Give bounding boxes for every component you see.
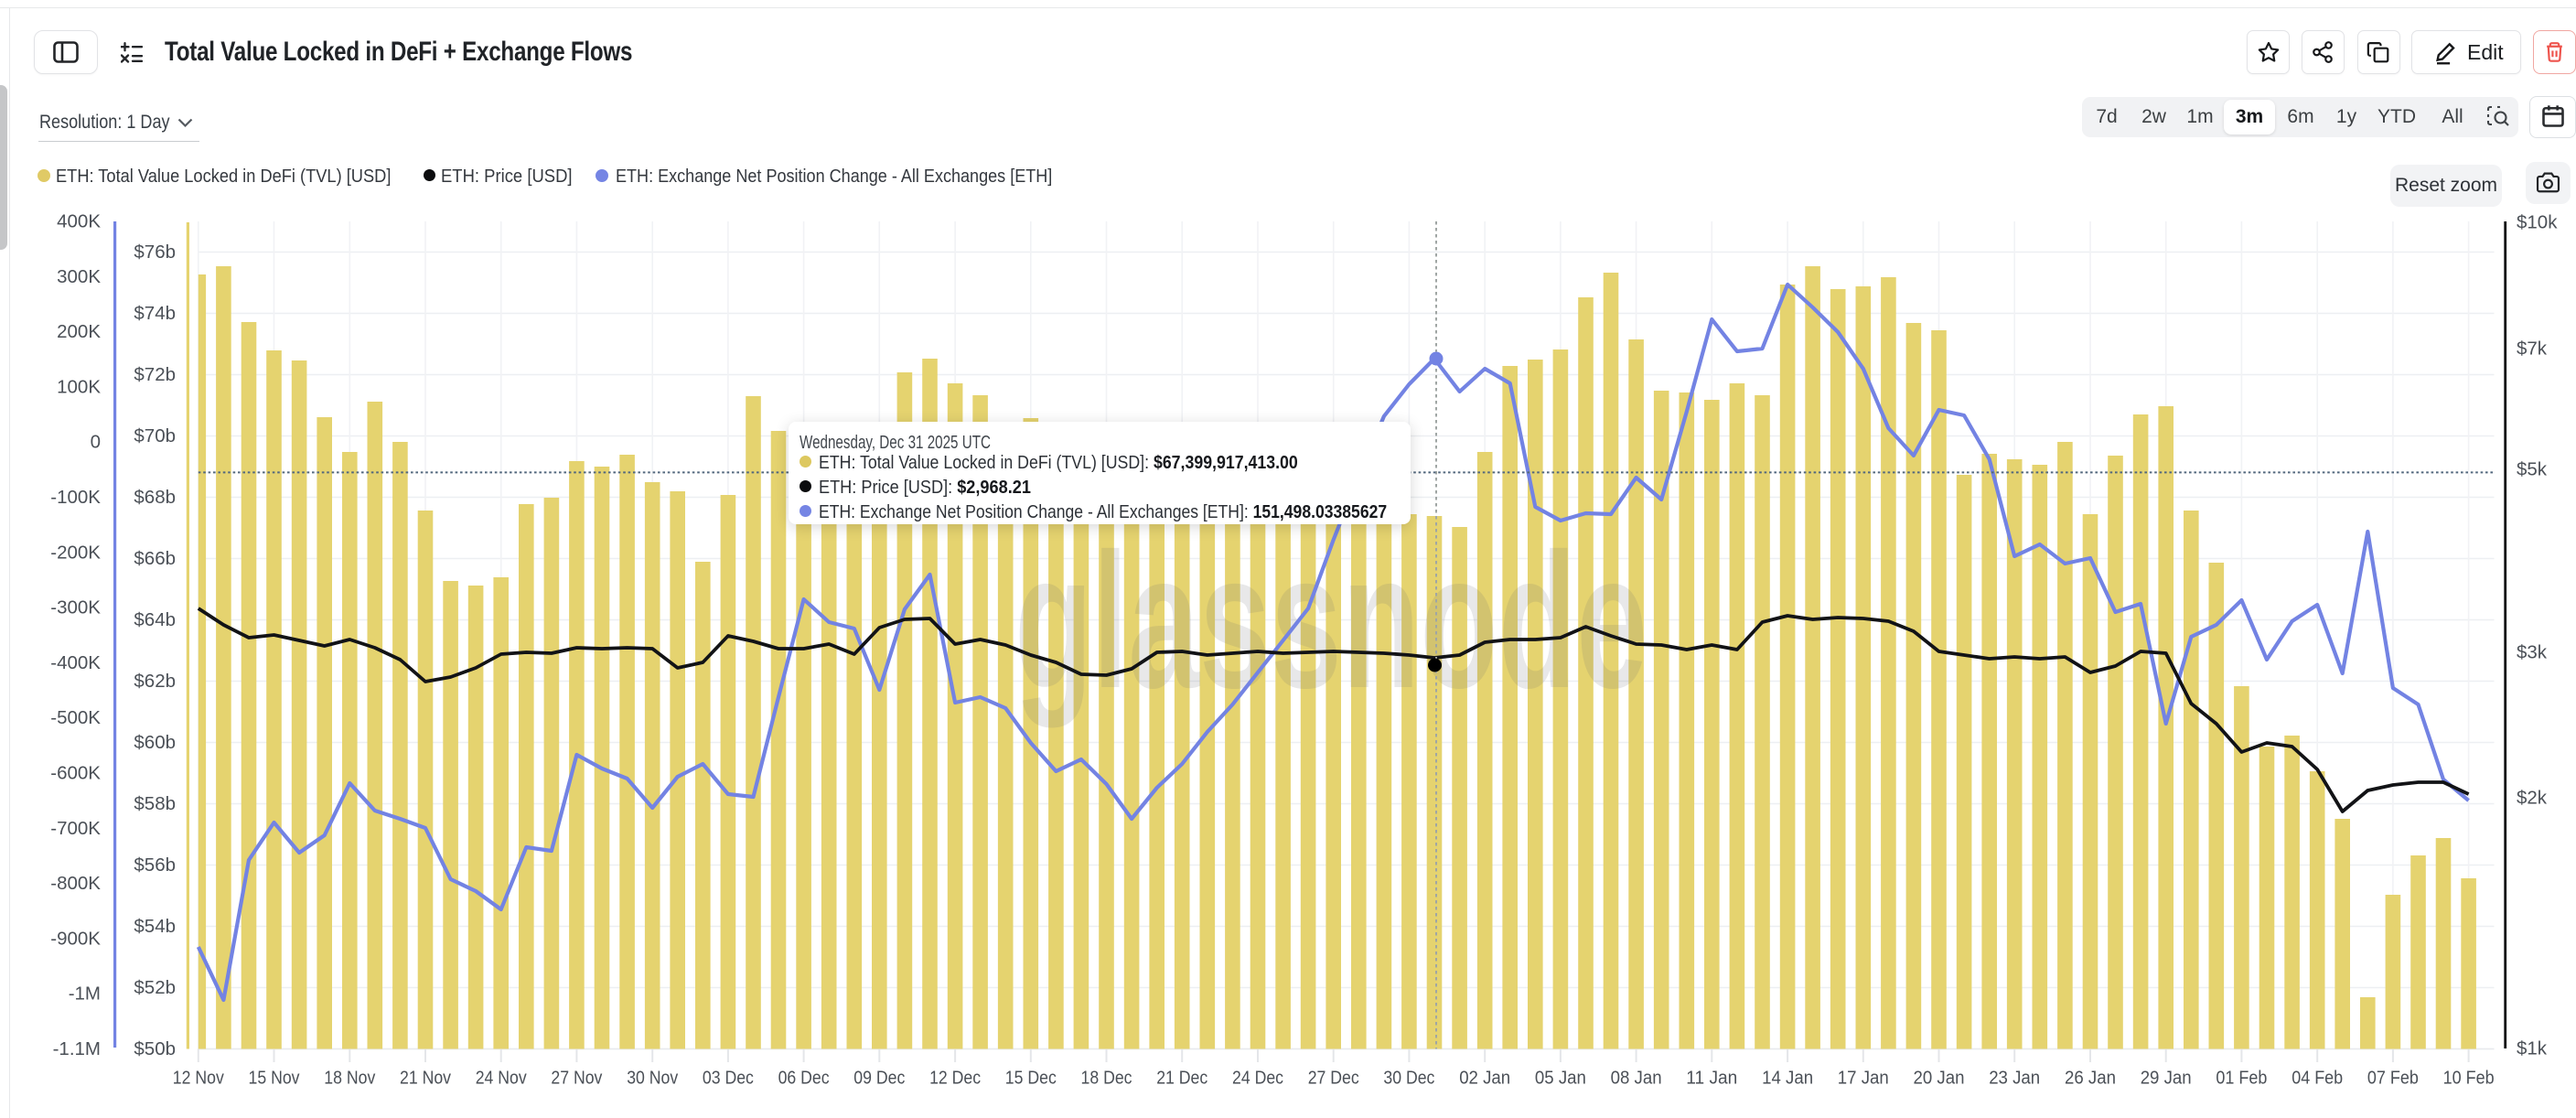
svg-text:17 Jan: 17 Jan	[1838, 1068, 1889, 1089]
svg-text:-800K: -800K	[50, 873, 101, 894]
svg-text:15 Dec: 15 Dec	[1005, 1068, 1057, 1089]
svg-text:$66b: $66b	[134, 548, 176, 569]
svg-text:$68b: $68b	[134, 487, 176, 508]
svg-text:10 Feb: 10 Feb	[2443, 1068, 2495, 1089]
svg-text:-700K: -700K	[50, 818, 101, 839]
svg-text:12 Dec: 12 Dec	[929, 1068, 981, 1089]
svg-text:30 Dec: 30 Dec	[1383, 1068, 1434, 1089]
svg-text:$52b: $52b	[134, 977, 176, 998]
svg-text:$64b: $64b	[134, 609, 176, 630]
svg-text:24 Nov: 24 Nov	[476, 1068, 528, 1089]
svg-text:-900K: -900K	[50, 928, 101, 949]
svg-text:03 Dec: 03 Dec	[703, 1068, 754, 1089]
svg-text:29 Jan: 29 Jan	[2141, 1068, 2192, 1089]
svg-text:06 Dec: 06 Dec	[778, 1068, 830, 1089]
svg-text:24 Dec: 24 Dec	[1232, 1068, 1283, 1089]
svg-text:30 Nov: 30 Nov	[627, 1068, 679, 1089]
svg-text:18 Nov: 18 Nov	[324, 1068, 376, 1089]
svg-text:23 Jan: 23 Jan	[1989, 1068, 2040, 1089]
svg-text:400K: 400K	[57, 211, 101, 232]
svg-text:$56b: $56b	[134, 855, 176, 876]
svg-text:12 Nov: 12 Nov	[173, 1068, 225, 1089]
svg-text:27 Nov: 27 Nov	[551, 1068, 603, 1089]
svg-text:$76b: $76b	[134, 242, 176, 263]
svg-text:-300K: -300K	[50, 597, 101, 618]
svg-text:$2k: $2k	[2517, 788, 2548, 809]
svg-text:0: 0	[91, 432, 101, 453]
svg-text:08 Jan: 08 Jan	[1611, 1068, 1662, 1089]
svg-text:-100K: -100K	[50, 487, 101, 508]
svg-text:21 Nov: 21 Nov	[400, 1068, 452, 1089]
svg-text:15 Nov: 15 Nov	[249, 1068, 301, 1089]
svg-text:09 Dec: 09 Dec	[853, 1068, 905, 1089]
svg-text:$70b: $70b	[134, 425, 176, 446]
svg-text:$1k: $1k	[2517, 1038, 2548, 1059]
svg-text:300K: 300K	[57, 266, 101, 287]
svg-text:$7k: $7k	[2517, 339, 2548, 360]
svg-text:-600K: -600K	[50, 763, 101, 784]
svg-text:$3k: $3k	[2517, 642, 2548, 663]
svg-text:05 Jan: 05 Jan	[1535, 1068, 1586, 1089]
svg-text:100K: 100K	[57, 376, 101, 397]
svg-text:-400K: -400K	[50, 652, 101, 673]
svg-text:-1.1M: -1.1M	[53, 1038, 101, 1059]
svg-text:$62b: $62b	[134, 671, 176, 692]
svg-text:$74b: $74b	[134, 303, 176, 324]
svg-text:$72b: $72b	[134, 364, 176, 385]
svg-text:-500K: -500K	[50, 707, 101, 728]
svg-text:04 Feb: 04 Feb	[2292, 1068, 2343, 1089]
svg-text:$50b: $50b	[134, 1038, 176, 1059]
svg-text:02 Jan: 02 Jan	[1459, 1068, 1510, 1089]
svg-text:14 Jan: 14 Jan	[1762, 1068, 1813, 1089]
svg-text:20 Jan: 20 Jan	[1914, 1068, 1965, 1089]
svg-text:$58b: $58b	[134, 793, 176, 814]
svg-text:-1M: -1M	[69, 984, 101, 1005]
svg-text:27 Dec: 27 Dec	[1308, 1068, 1359, 1089]
svg-text:21 Dec: 21 Dec	[1156, 1068, 1208, 1089]
svg-text:11 Jan: 11 Jan	[1686, 1068, 1737, 1089]
svg-text:$10k: $10k	[2517, 212, 2558, 233]
svg-text:$54b: $54b	[134, 916, 176, 937]
svg-text:18 Dec: 18 Dec	[1081, 1068, 1132, 1089]
svg-text:$60b: $60b	[134, 732, 176, 753]
svg-text:$5k: $5k	[2517, 459, 2548, 480]
svg-text:26 Jan: 26 Jan	[2065, 1068, 2116, 1089]
svg-text:-200K: -200K	[50, 542, 101, 563]
svg-text:07 Feb: 07 Feb	[2367, 1068, 2419, 1089]
svg-text:01 Feb: 01 Feb	[2216, 1068, 2267, 1089]
svg-text:200K: 200K	[57, 321, 101, 342]
